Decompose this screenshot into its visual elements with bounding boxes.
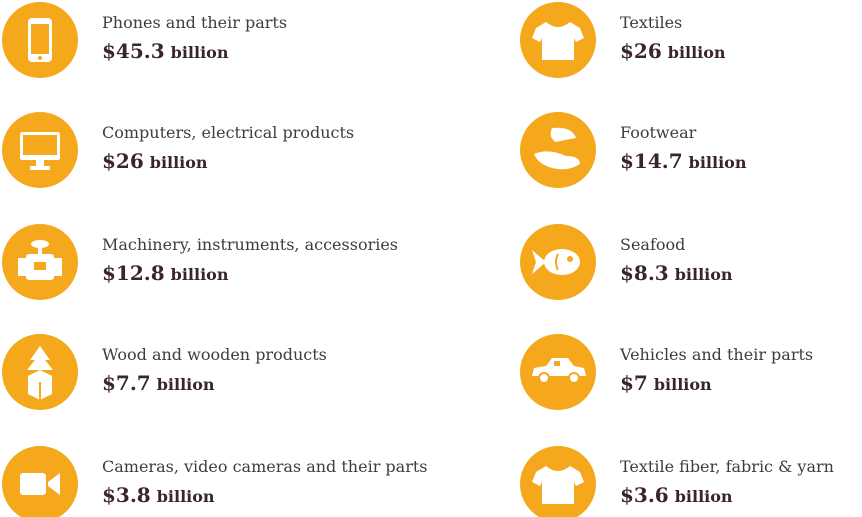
icon xyxy=(532,249,580,275)
item-label: Computers, electrical products xyxy=(102,123,354,142)
icon-circle xyxy=(520,112,596,188)
amount: $3.8 xyxy=(102,483,151,507)
icon xyxy=(532,22,584,60)
amount: $3.6 xyxy=(620,483,669,507)
unit: billion xyxy=(668,43,726,62)
item-label: Footwear xyxy=(620,123,697,142)
icon xyxy=(532,358,586,384)
item-value: $7 billion xyxy=(620,371,712,395)
item: Cameras, video cameras and their parts $3… xyxy=(2,446,428,517)
amount: $45.3 xyxy=(102,39,165,63)
item-label: Vehicles and their parts xyxy=(619,345,813,364)
item-value: $7.7 billion xyxy=(102,371,215,395)
icon xyxy=(534,127,580,170)
amount: $7.7 xyxy=(102,371,151,395)
item-label: Phones and their parts xyxy=(102,13,287,32)
item: Textiles $26 billion xyxy=(520,2,726,78)
icon xyxy=(20,473,60,495)
amount: $7 xyxy=(620,371,648,395)
item-label: Cameras, video cameras and their parts xyxy=(102,457,428,476)
item: Phones and their parts $45.3 billion xyxy=(2,2,287,78)
item: Seafood $8.3 billion xyxy=(520,224,733,300)
item-value: $3.6 billion xyxy=(620,483,733,507)
item-value: $8.3 billion xyxy=(620,261,733,285)
unit: billion xyxy=(171,43,229,62)
icon xyxy=(28,18,52,62)
item-value: $12.8 billion xyxy=(102,261,229,285)
item-value: $14.7 billion xyxy=(620,149,747,173)
item-label: Textiles xyxy=(620,13,682,32)
item: Vehicles and their parts $7 billion xyxy=(520,334,813,410)
unit: billion xyxy=(157,487,215,506)
item: Machinery, instruments, accessories $12.8… xyxy=(2,224,398,300)
amount: $12.8 xyxy=(102,261,165,285)
unit: billion xyxy=(171,265,229,284)
amount: $26 xyxy=(620,39,662,63)
item-label: Machinery, instruments, accessories xyxy=(102,235,398,254)
icon xyxy=(18,240,62,280)
item-label: Seafood xyxy=(620,235,685,254)
unit: billion xyxy=(654,375,712,394)
unit: billion xyxy=(157,375,215,394)
item-label: Wood and wooden products xyxy=(102,345,327,364)
unit: billion xyxy=(675,265,733,284)
item-value: $26 billion xyxy=(620,39,726,63)
item: Footwear $14.7 billion xyxy=(520,112,747,188)
item: Computers, electrical products $26 billion xyxy=(2,112,354,188)
icon xyxy=(20,132,60,170)
unit: billion xyxy=(150,153,208,172)
item-value: $3.8 billion xyxy=(102,483,215,507)
item: Textile fiber, fabric & yarn $3.6 billion xyxy=(520,446,834,517)
item-value: $45.3 billion xyxy=(102,39,229,63)
amount: $14.7 xyxy=(620,149,683,173)
item-label: Textile fiber, fabric & yarn xyxy=(620,457,834,476)
unit: billion xyxy=(675,487,733,506)
item: Wood and wooden products $7.7 billion xyxy=(2,334,327,410)
icon xyxy=(27,346,53,400)
unit: billion xyxy=(689,153,747,172)
icon xyxy=(532,466,584,504)
amount: $8.3 xyxy=(620,261,669,285)
item-value: $26 billion xyxy=(102,149,208,173)
amount: $26 xyxy=(102,149,144,173)
